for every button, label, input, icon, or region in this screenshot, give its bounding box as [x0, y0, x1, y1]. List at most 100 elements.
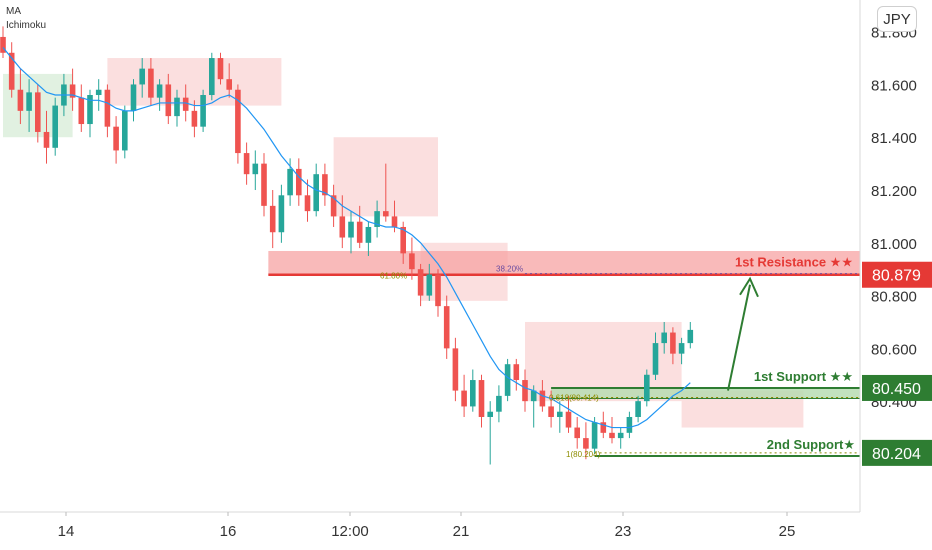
- candle-body: [122, 110, 128, 151]
- price-tag: [862, 439, 932, 466]
- candle-body: [8, 52, 15, 90]
- candle-body: [496, 395, 502, 412]
- price-tag-label: 80.450: [872, 381, 921, 398]
- price-tag: [862, 261, 932, 288]
- support-2-label: 2nd Support★: [767, 437, 855, 452]
- currency-button[interactable]: JPY: [877, 6, 917, 32]
- candle-body: [452, 348, 459, 391]
- support-1-label: 1st Support ★★: [754, 369, 853, 384]
- candle-body: [670, 332, 676, 354]
- candle-body: [365, 226, 372, 243]
- legend-ma: MA: [6, 6, 21, 17]
- candle-body: [617, 432, 624, 439]
- candle-body: [687, 329, 694, 344]
- x-tick-label: 23: [615, 523, 632, 540]
- candle-body: [296, 168, 302, 196]
- candle-body: [539, 390, 546, 407]
- candle-body: [322, 174, 328, 196]
- level-zones: [268, 250, 861, 458]
- candle-body: [261, 163, 267, 206]
- fib-1-label: 1(80.204): [566, 450, 601, 459]
- candle-body: [287, 168, 293, 196]
- candle-body: [348, 221, 354, 238]
- candle-body: [591, 422, 598, 449]
- candle-body: [69, 84, 76, 98]
- candle-body: [557, 411, 563, 417]
- candle-body: [417, 269, 424, 296]
- candle-body: [339, 216, 346, 238]
- moving-average: [2, 47, 691, 429]
- candle-body: [113, 126, 119, 151]
- fib-61-label: 61.80%: [380, 272, 407, 281]
- x-tick-label: 21: [453, 523, 470, 540]
- candle-body: [478, 380, 485, 417]
- candle-body: [391, 216, 398, 227]
- candle-body: [130, 84, 137, 111]
- target-arrow-shaft: [727, 284, 751, 391]
- candle-body: [609, 432, 615, 439]
- y-tick-label: 80.800: [871, 289, 917, 306]
- candle-body: [269, 205, 276, 233]
- candle-body: [200, 95, 206, 127]
- x-tick-label: 14: [58, 523, 75, 540]
- candle-body: [43, 131, 50, 148]
- x-tick-label: 25: [779, 523, 796, 540]
- y-tick-label: 81.200: [871, 183, 917, 200]
- legend-ichimoku: Ichimoku: [6, 20, 47, 31]
- candle-body: [644, 374, 650, 402]
- candle-body: [522, 380, 528, 402]
- y-tick-label: 80.600: [871, 341, 917, 358]
- candle-body: [252, 163, 259, 175]
- ma-line: [2, 47, 691, 429]
- candle-body: [435, 274, 441, 307]
- y-tick-label: 81.400: [871, 130, 917, 147]
- candle-body: [78, 97, 85, 125]
- candle-body: [104, 89, 111, 127]
- candle-body: [226, 79, 232, 90]
- candle-body: [148, 68, 154, 98]
- candle-body: [678, 343, 685, 354]
- candle-body: [565, 411, 572, 428]
- candle-body: [330, 195, 337, 217]
- candle-body: [182, 97, 189, 111]
- annotations: 1st Resistance ★★ 1st Support ★★ 2nd Suppo…: [380, 255, 855, 459]
- candle-body: [548, 406, 554, 417]
- y-tick-label: 81.600: [871, 77, 917, 94]
- support-1-zone: [551, 387, 860, 399]
- cloud-segment: [107, 58, 282, 106]
- price-tag-label: 80.204: [872, 446, 921, 463]
- candle-body: [26, 92, 32, 111]
- candle-body: [574, 427, 580, 439]
- candle-body: [409, 253, 415, 270]
- fib-618-label: 0.618(80.414): [549, 393, 599, 402]
- candle-body: [235, 89, 241, 154]
- candle-body: [52, 105, 58, 148]
- resistance-zone: [268, 250, 861, 275]
- candle-body: [461, 390, 467, 407]
- candle-body: [191, 110, 198, 127]
- price-tag: [862, 374, 932, 401]
- candle-body: [443, 306, 450, 349]
- candlesticks: [0, 26, 694, 465]
- candle-body: [470, 380, 476, 407]
- candle-body: [313, 174, 319, 212]
- candle-body: [530, 390, 537, 402]
- candle-body: [513, 364, 520, 381]
- candle-body: [635, 401, 641, 417]
- candle-body: [487, 411, 493, 417]
- candle-body: [583, 438, 589, 449]
- candle-body: [356, 221, 363, 243]
- candle-body: [383, 211, 389, 217]
- candle-body: [209, 58, 215, 96]
- candle-body: [661, 332, 667, 344]
- candle-body: [374, 211, 380, 227]
- x-tick-label: 16: [220, 523, 237, 540]
- candle-body: [0, 36, 6, 53]
- candle-body: [87, 95, 93, 125]
- candle-body: [504, 364, 511, 396]
- candle-body: [35, 92, 41, 132]
- resistance-label: 1st Resistance ★★: [735, 255, 853, 270]
- candle-body: [156, 84, 163, 98]
